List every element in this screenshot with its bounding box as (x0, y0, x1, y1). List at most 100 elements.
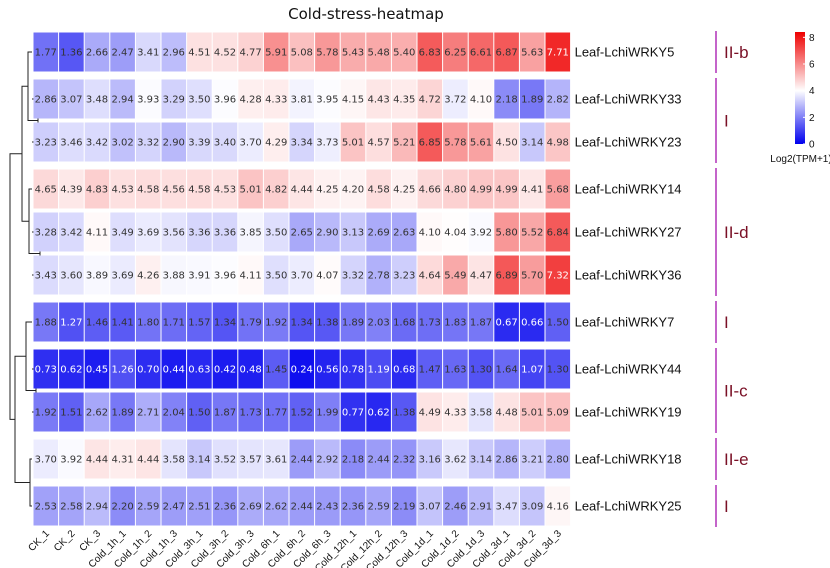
cell-value-label: 4.66 (419, 185, 441, 196)
group-label: II-c (724, 382, 748, 401)
heatmap-cell (33, 122, 59, 162)
cell-value-label: 1.34 (214, 318, 236, 329)
cell-value-label: 4.11 (86, 228, 108, 239)
cell-value-label: 4.58 (188, 185, 210, 196)
heatmap-cell (519, 122, 545, 162)
legend-gradient (795, 32, 805, 144)
heatmap-cell (212, 302, 238, 342)
cell-value-label: 3.46 (60, 138, 82, 149)
cell-value-label: 3.34 (291, 138, 313, 149)
heatmap-cell (443, 32, 468, 72)
heatmap-cell (263, 439, 289, 479)
heatmap-cell (391, 32, 417, 72)
cell-value-label: 3.92 (60, 455, 82, 466)
group-label: II-b (724, 43, 749, 62)
cell-value-label: 0.24 (291, 365, 313, 376)
cell-value-label: 1.87 (470, 318, 492, 329)
cell-value-label: 5.91 (265, 48, 287, 59)
cell-value-label: 2.90 (163, 138, 185, 149)
cell-value-label: 3.47 (495, 502, 517, 513)
cell-value-label: 1.51 (60, 408, 82, 419)
cell-value-label: 3.16 (419, 455, 441, 466)
cell-value-label: 6.83 (419, 48, 441, 59)
heatmap-cell (135, 79, 161, 119)
heatmap-cell (468, 255, 494, 295)
cell-value-label: 4.44 (291, 185, 313, 196)
cell-value-label: 0.73 (35, 365, 57, 376)
cell-value-label: 4.25 (393, 185, 415, 196)
cell-value-label: 5.40 (393, 48, 415, 59)
cell-value-label: 4.64 (419, 271, 441, 282)
heatmap-cell (443, 302, 468, 342)
heatmap-cell (59, 392, 84, 432)
legend-tick-label: 6 (809, 60, 815, 71)
heatmap-cell (161, 122, 187, 162)
cell-value-label: 1.41 (111, 318, 133, 329)
cell-value-label: 5.01 (239, 185, 261, 196)
heatmap-cell (443, 122, 468, 162)
group-label: I (724, 313, 729, 332)
cell-value-label: 1.64 (495, 365, 517, 376)
heatmap-cell (519, 169, 545, 209)
cell-value-label: 3.02 (111, 138, 133, 149)
heatmap-cell (238, 439, 263, 479)
heatmap-cell (366, 169, 391, 209)
heatmap-cell (59, 122, 84, 162)
heatmap-cell (84, 79, 110, 119)
heatmap-cell (289, 302, 315, 342)
cell-value-label: 4.72 (419, 95, 441, 106)
heatmap-cell (545, 255, 571, 295)
cell-value-label: 3.60 (60, 271, 82, 282)
heatmap-cell (289, 486, 315, 526)
heatmap-cell (315, 486, 340, 526)
cell-value-label: 3.58 (163, 455, 185, 466)
heatmap-cell (263, 122, 289, 162)
heatmap-cell (289, 32, 315, 72)
cell-value-label: 2.96 (163, 48, 185, 59)
heatmap-cell (443, 212, 468, 252)
heatmap-cell (417, 439, 443, 479)
cell-value-label: 3.96 (214, 271, 236, 282)
heatmap-cell (135, 486, 161, 526)
cell-value-label: 0.48 (239, 365, 261, 376)
heatmap-cell (391, 349, 417, 389)
cell-value-label: 2.18 (495, 95, 517, 106)
cell-value-label: 3.42 (60, 228, 82, 239)
heatmap-cell (391, 439, 417, 479)
cell-value-label: 5.08 (291, 48, 313, 59)
cell-value-label: 2.94 (111, 95, 133, 106)
heatmap-cell (519, 32, 545, 72)
cell-value-label: 4.28 (239, 95, 261, 106)
heatmap-cell (212, 349, 238, 389)
heatmap-cell (135, 255, 161, 295)
heatmap-cell (417, 212, 443, 252)
heatmap-cell (468, 302, 494, 342)
heatmap-cell (366, 255, 391, 295)
cell-value-label: 2.94 (86, 502, 108, 513)
heatmap-cell (187, 32, 212, 72)
heatmap-cell (110, 439, 135, 479)
cell-value-label: 2.58 (60, 502, 82, 513)
heatmap-cell (110, 79, 135, 119)
cell-value-label: 4.07 (316, 271, 338, 282)
heatmap-cell (238, 255, 263, 295)
group-annotations: II-b I II-d I II-c II-e I (715, 31, 749, 527)
cell-value-label: 5.52 (521, 228, 543, 239)
heatmap-cell (417, 122, 443, 162)
heatmap-cell (263, 255, 289, 295)
heatmap-cell (187, 392, 212, 432)
cell-value-label: 3.92 (470, 228, 492, 239)
heatmap-cell (545, 392, 571, 432)
heatmap-cell (212, 212, 238, 252)
cell-value-label: 3.43 (35, 271, 57, 282)
cell-value-label: 1.30 (470, 365, 492, 376)
cell-value-label: 3.96 (214, 95, 236, 106)
cell-value-label: 4.53 (214, 185, 236, 196)
heatmap-cell (33, 212, 59, 252)
heatmap-cell (289, 169, 315, 209)
heatmap-cell (59, 439, 84, 479)
heatmap-cell (84, 169, 110, 209)
heatmap-cell (84, 302, 110, 342)
cell-value-label: 5.70 (521, 271, 543, 282)
heatmap-cell (417, 79, 443, 119)
